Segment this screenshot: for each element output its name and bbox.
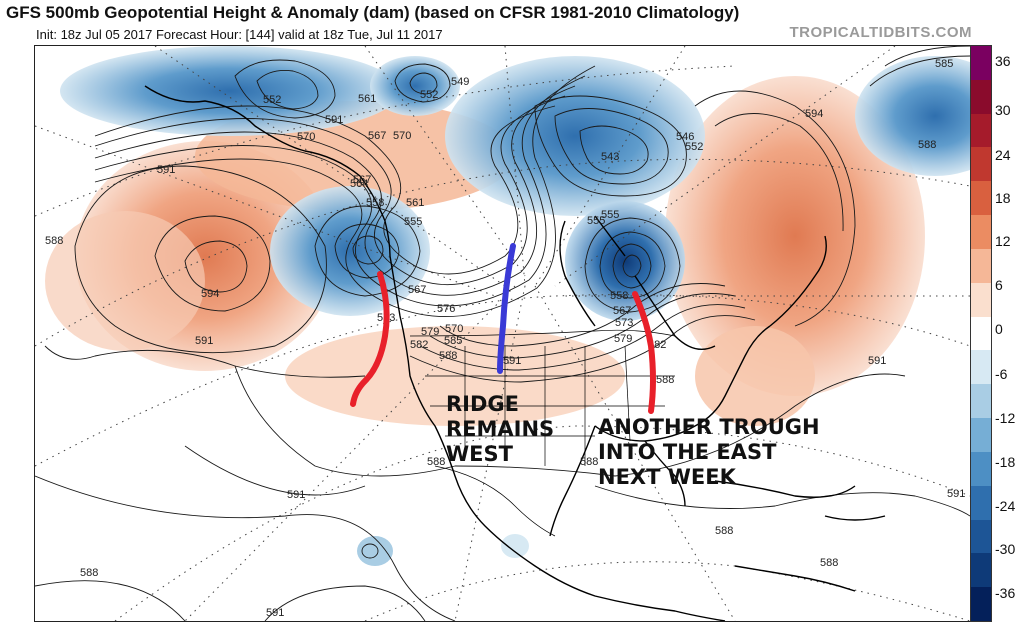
- contour-label: 561: [358, 93, 376, 105]
- contour-label: 594: [201, 288, 219, 300]
- chart-subtitle: Init: 18z Jul 05 2017 Forecast Hour: [14…: [36, 27, 443, 42]
- contour-label: 552: [420, 89, 438, 101]
- colorbar-tick-label: 0: [995, 321, 1003, 337]
- colorbar-segment: [971, 282, 991, 318]
- colorbar-tick-label: -24: [995, 498, 1016, 514]
- contour-label: 579: [421, 326, 439, 338]
- colorbar-segment: [971, 316, 991, 351]
- colorbar-tick-label: 30: [995, 102, 1011, 118]
- contour-label: 570: [445, 323, 463, 335]
- colorbar-segment: [971, 519, 991, 554]
- contour-label: 585: [935, 58, 953, 70]
- contour-label: 588: [820, 557, 838, 569]
- colorbar-segment: [971, 384, 991, 419]
- contour-label: 582: [410, 339, 428, 351]
- trough-annotation: ANOTHER TROUGH INTO THE EAST NEXT WEEK: [598, 415, 820, 490]
- height-contours: [35, 46, 970, 621]
- ridge-annotation-line: RIDGE: [446, 392, 519, 416]
- colorbar-tick-label: 36: [995, 53, 1011, 69]
- trough-annotation-line: ANOTHER TROUGH: [598, 415, 820, 439]
- contour-label: 570: [393, 130, 411, 142]
- contour-label: 567: [353, 174, 371, 186]
- contour-label: 576: [437, 303, 455, 315]
- colorbar-tick-label: -18: [995, 454, 1016, 470]
- ridge-annotation-line: REMAINS: [446, 417, 555, 441]
- annotation-strokes: [350, 243, 656, 414]
- colorbar-segment: [971, 418, 991, 453]
- colorbar-segment: [971, 553, 991, 588]
- contour-label: 588: [918, 139, 936, 151]
- contour-label: 555: [404, 216, 422, 228]
- trough-annotation-line: NEXT WEEK: [598, 465, 736, 489]
- contour-label: 588: [580, 456, 598, 468]
- contour-label: 591: [947, 488, 965, 500]
- colorbar-segment: [971, 485, 991, 521]
- contour-label: 591: [868, 355, 886, 367]
- colorbar-segment: [971, 215, 991, 250]
- colorbar-tick-label: -6: [995, 366, 1008, 382]
- contour-label: 567: [613, 305, 631, 317]
- ridge-annotation-line: WEST: [446, 442, 513, 466]
- colorbar-tick-label: 24: [995, 147, 1011, 163]
- contour-label: 546: [676, 131, 694, 143]
- contour-label: 552: [263, 94, 281, 106]
- contour-label: 558: [366, 197, 384, 209]
- west-ridge-red-line: [350, 271, 390, 407]
- contour-label: 561: [406, 197, 424, 209]
- contour-label: 555: [587, 215, 605, 227]
- contour-label: 591: [266, 607, 284, 619]
- contour-label: 591: [503, 355, 521, 367]
- contour-label: 567: [368, 130, 386, 142]
- central-trough-blue-line: [497, 243, 516, 374]
- contour-label: 558: [610, 290, 628, 302]
- contour-label: 591: [195, 335, 213, 347]
- east-trough-red-line: [632, 291, 656, 414]
- borders: [409, 329, 676, 537]
- ridge-annotation: RIDGE REMAINS WEST: [446, 392, 554, 467]
- site-watermark: TROPICALTIDBITS.COM: [789, 24, 972, 41]
- contour-label: 573: [615, 317, 633, 329]
- colorbar-tick-label: 12: [995, 233, 1011, 249]
- colorbar-segment: [971, 147, 991, 182]
- contour-label: 591: [287, 489, 305, 501]
- contour-label: 588: [656, 374, 674, 386]
- colorbar-segment: [971, 350, 991, 385]
- contour-label: 594: [805, 108, 823, 120]
- contour-label: 564: [350, 178, 368, 190]
- contour-label: 588: [427, 456, 445, 468]
- contour-label: 552: [685, 141, 703, 153]
- contour-label: 588: [439, 350, 457, 362]
- colorbar-tick-label: 18: [995, 190, 1011, 206]
- contour-label: 591: [325, 114, 343, 126]
- anomaly-colorbar: [970, 45, 992, 622]
- contour-label: 588: [715, 525, 733, 537]
- colorbar-tick-label: -36: [995, 585, 1016, 601]
- colorbar-tick-label: -30: [995, 541, 1016, 557]
- contour-label: 588: [45, 235, 63, 247]
- contour-label: 591: [157, 164, 175, 176]
- contour-label: 555: [601, 209, 619, 221]
- contour-label: 585: [444, 335, 462, 347]
- contour-label: 543: [601, 151, 619, 163]
- contour-label: 549: [451, 76, 469, 88]
- colorbar-segment: [971, 46, 991, 81]
- colorbar-tick-label: -12: [995, 410, 1016, 426]
- contour-label: 588: [80, 567, 98, 579]
- colorbar-segment: [971, 248, 991, 284]
- contour-label: 567: [408, 284, 426, 296]
- trough-annotation-line: INTO THE EAST: [598, 440, 777, 464]
- colorbar-segment: [971, 113, 991, 148]
- colorbar-tick-label: 6: [995, 277, 1003, 293]
- chart-title: GFS 500mb Geopotential Height & Anomaly …: [6, 3, 740, 22]
- colorbar-segment: [971, 451, 991, 487]
- contour-label: 570: [297, 131, 315, 143]
- colorbar-segment: [971, 79, 991, 115]
- colorbar-segment: [971, 587, 991, 622]
- map-panel: 552 561 567 570 549 552 546 552 543 555 591 594 585 5…: [34, 45, 971, 622]
- contour-label: 579: [614, 333, 632, 345]
- coastlines: [144, 85, 886, 621]
- colorbar-segment: [971, 181, 991, 216]
